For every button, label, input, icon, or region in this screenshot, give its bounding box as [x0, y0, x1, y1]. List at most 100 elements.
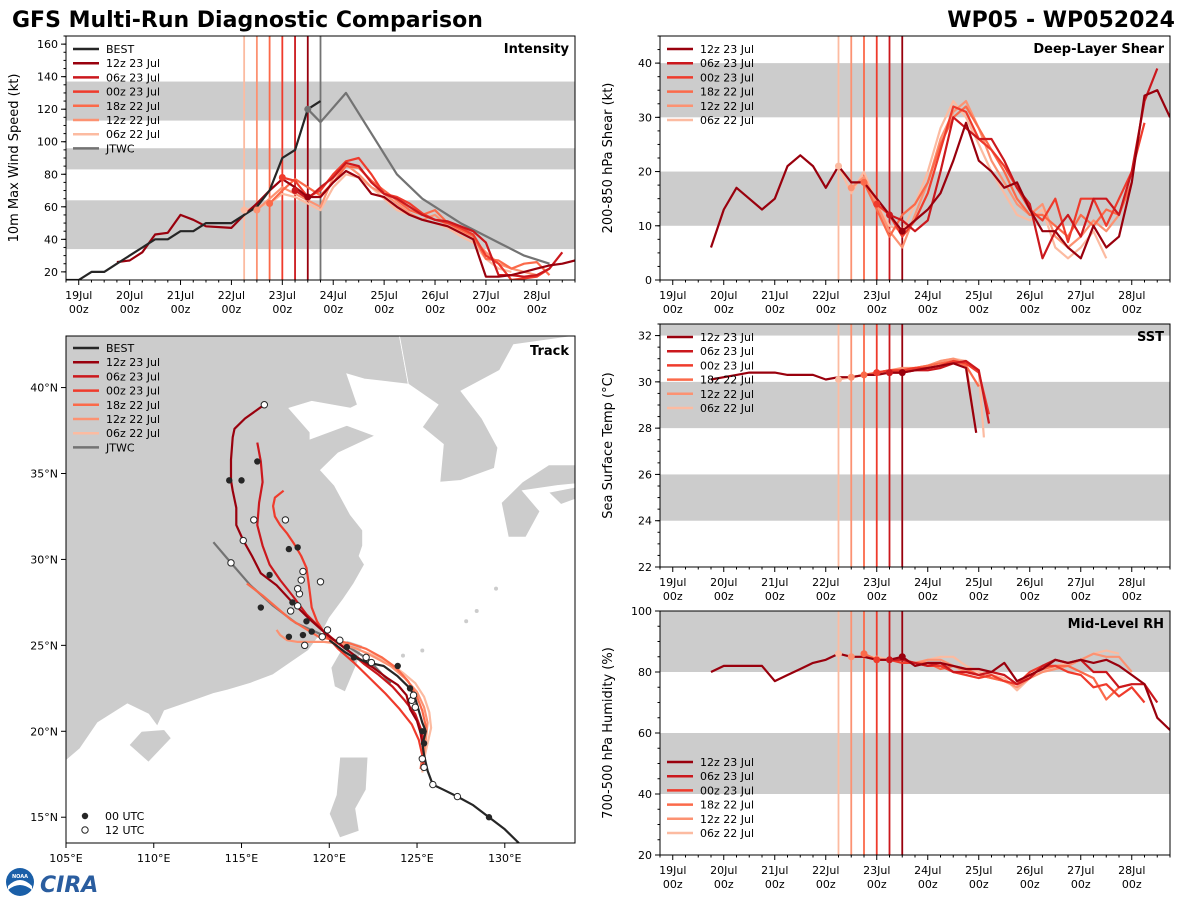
- sst-xtick-label-hour: 00z: [1071, 590, 1091, 603]
- track-marker-12utc: [418, 755, 426, 763]
- intensity-title: Intensity: [504, 42, 570, 57]
- ryukyu-island: [464, 619, 469, 624]
- track-marker-12utc: [318, 633, 326, 641]
- track-marker-00utc: [303, 618, 310, 625]
- deep-layer-shear-xtick-label-day: 23Jul: [863, 289, 890, 302]
- track-marker-12utc: [323, 626, 332, 634]
- sst-xtick-label-hour: 00z: [969, 590, 989, 603]
- track-marker-00utc: [294, 544, 301, 551]
- mid-level-rh-init-marker: [898, 653, 906, 661]
- mid-level-rh-legend-label: 12z 22 Jul: [700, 813, 754, 826]
- sst-xtick-label-hour: 00z: [714, 590, 734, 603]
- sst-xtick-label-day: 28Jul: [1118, 576, 1145, 589]
- track-marker-12utc: [227, 559, 235, 567]
- intensity-xtick-label-day: 19Jul: [65, 289, 92, 302]
- deep-layer-shear-xtick-label-day: 26Jul: [1016, 289, 1043, 302]
- mid-level-rh-legend-label: 12z 23 Jul: [700, 756, 754, 769]
- intensity-init-marker: [240, 206, 248, 214]
- mid-level-rh-init-marker: [847, 653, 855, 661]
- track-marker-00utc: [254, 458, 261, 465]
- sst-xtick-label-hour: 00z: [1122, 590, 1142, 603]
- deep-layer-shear-legend-label: 12z 23 Jul: [700, 43, 754, 56]
- japan-land: [500, 464, 575, 538]
- sst-xtick-label-hour: 00z: [1020, 590, 1040, 603]
- track-marker-00utc: [266, 571, 273, 579]
- intensity-legend-label: JTWC: [105, 142, 135, 155]
- track-marker-12utc: [362, 653, 370, 662]
- intensity-ytick-label: 20: [44, 266, 58, 279]
- track-marker-00utc: [343, 643, 351, 651]
- intensity-ytick-label: 160: [37, 38, 58, 51]
- deep-layer-shear-xtick-label-hour: 00z: [1020, 303, 1040, 316]
- mid-level-rh-init-marker: [860, 650, 868, 658]
- mid-level-rh-ytick-label: 80: [638, 666, 652, 679]
- sst-xtick-label-day: 24Jul: [914, 576, 941, 589]
- track-marker-12utc: [293, 602, 302, 610]
- intensity-ytick-label: 80: [44, 168, 58, 181]
- track-legend-label: 12z 22 Jul: [106, 413, 160, 426]
- mid-level-rh-xtick-label-day: 24Jul: [914, 864, 941, 877]
- mid-level-rh-xtick-label-hour: 00z: [765, 878, 785, 891]
- sst-init-marker: [860, 371, 868, 379]
- deep-layer-shear-series-06z-22-jul: [837, 99, 1108, 260]
- deep-layer-shear-legend-label: 18z 22 Jul: [700, 86, 754, 99]
- intensity-series-06z-22-jul: [243, 173, 512, 273]
- intensity-ytick-label: 120: [37, 103, 58, 116]
- sst-panel: 22242628303219Jul00z20Jul00z21Jul00z22Ju…: [601, 323, 1171, 603]
- mid-level-rh-xtick-label-day: 22Jul: [812, 864, 839, 877]
- deep-layer-shear-title: Deep-Layer Shear: [1033, 42, 1164, 57]
- track-marker-00utc: [308, 628, 315, 635]
- sst-init-marker: [835, 376, 842, 384]
- track-marker-12utc: [299, 567, 307, 576]
- track-marker-12utc: [293, 584, 302, 593]
- mid-level-rh-ytick-label: 60: [638, 727, 652, 740]
- intensity-ytick-label: 140: [37, 71, 58, 84]
- intensity-xtick-label-hour: 00z: [120, 303, 140, 316]
- mid-level-rh-band: [660, 733, 1170, 794]
- sst-band: [660, 324, 1170, 336]
- mid-level-rh-xtick-label-hour: 00z: [1122, 878, 1142, 891]
- ryukyu-island: [474, 608, 479, 613]
- track-marker-00utc: [406, 685, 414, 692]
- noaa-seal-wave: [8, 880, 32, 890]
- track-legend-label: JTWC: [105, 441, 135, 454]
- storm-id-title: WP05 - WP052024: [947, 8, 1175, 33]
- sst-xtick-label-hour: 00z: [867, 590, 887, 603]
- track-marker-12utc: [411, 703, 419, 711]
- mid-level-rh-xtick-label-day: 21Jul: [761, 864, 788, 877]
- intensity-xtick-label-hour: 00z: [476, 303, 496, 316]
- intensity-series-12z-23-jul: [116, 169, 575, 278]
- deep-layer-shear-xtick-label-day: 21Jul: [761, 289, 788, 302]
- track-marker-12utc: [453, 792, 462, 801]
- intensity-init-marker: [291, 187, 299, 195]
- deep-layer-shear-xtick-label-day: 28Jul: [1118, 289, 1145, 302]
- mid-level-rh-xtick-label-day: 23Jul: [863, 864, 890, 877]
- deep-layer-shear-xtick-label-hour: 00z: [714, 303, 734, 316]
- sst-series-12z-23-jul: [710, 362, 978, 433]
- track-marker-12utc: [316, 578, 325, 586]
- mid-level-rh-xtick-label-day: 27Jul: [1067, 864, 1094, 877]
- deep-layer-shear-legend-label: 06z 22 Jul: [700, 114, 754, 127]
- mid-level-rh-ytick-label: 20: [638, 849, 652, 862]
- track-legend-label: 00z 23 Jul: [106, 385, 160, 398]
- mid-level-rh-ytick-label: 100: [631, 605, 652, 618]
- taiwan-land: [330, 639, 364, 693]
- intensity-xtick-label-day: 21Jul: [167, 289, 194, 302]
- mid-level-rh-xtick-label-hour: 00z: [1020, 878, 1040, 891]
- mid-level-rh-series-12z-23-jul: [710, 652, 1170, 731]
- intensity-panel: 2040608010012014016019Jul00z20Jul00z21Ju…: [7, 35, 576, 316]
- intensity-legend-label: 00z 23 Jul: [106, 86, 160, 99]
- track-marker-00utc: [394, 662, 401, 670]
- intensity-ytick-label: 60: [44, 201, 58, 214]
- track-legend-00utc-marker: [81, 812, 89, 820]
- deep-layer-shear-ylabel: 200-850 hPa Shear (kt): [601, 83, 616, 234]
- luzon-land: [328, 756, 369, 839]
- deep-layer-shear-xtick-label-hour: 00z: [765, 303, 785, 316]
- deep-layer-shear-xtick-label-day: 24Jul: [914, 289, 941, 302]
- deep-layer-shear-ytick-label: 30: [638, 111, 652, 124]
- track-marker-12utc: [301, 641, 309, 650]
- figure-title: GFS Multi-Run Diagnostic Comparison: [12, 8, 483, 33]
- sst-xtick-label-hour: 00z: [765, 590, 785, 603]
- intensity-init-marker: [278, 174, 286, 182]
- deep-layer-shear-series-group: [709, 68, 1170, 260]
